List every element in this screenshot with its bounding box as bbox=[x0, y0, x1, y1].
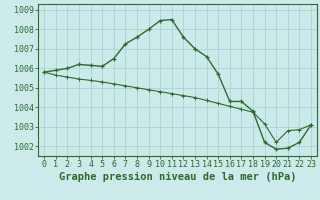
X-axis label: Graphe pression niveau de la mer (hPa): Graphe pression niveau de la mer (hPa) bbox=[59, 172, 296, 182]
